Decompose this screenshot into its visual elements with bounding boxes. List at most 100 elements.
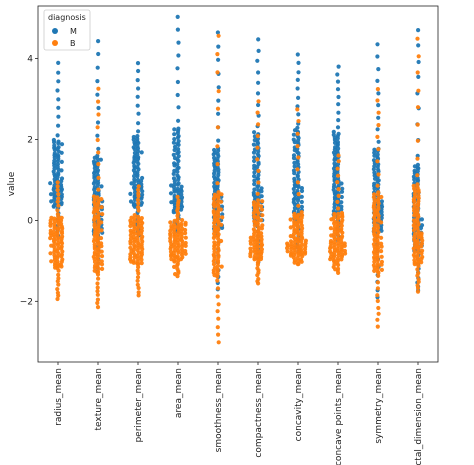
- point-M: [176, 118, 181, 123]
- point-M: [215, 30, 220, 35]
- point-M: [255, 91, 261, 96]
- point-B: [132, 213, 137, 218]
- point-B: [99, 254, 105, 259]
- point-B: [411, 228, 417, 233]
- point-B: [55, 279, 60, 284]
- point-M: [212, 158, 217, 163]
- point-B: [99, 228, 104, 233]
- point-M: [59, 168, 64, 173]
- point-B: [139, 261, 144, 266]
- point-M: [299, 199, 304, 205]
- point-B: [335, 216, 341, 221]
- point-B: [419, 260, 424, 265]
- point-B: [379, 244, 384, 249]
- point-B: [299, 259, 304, 264]
- point-M: [129, 181, 134, 186]
- point-B: [416, 54, 421, 59]
- point-B: [329, 233, 334, 238]
- point-M: [59, 159, 64, 164]
- point-B: [299, 210, 304, 215]
- point-B: [99, 249, 104, 254]
- point-B: [339, 236, 344, 241]
- point-M: [96, 51, 101, 57]
- point-B: [98, 236, 104, 241]
- point-B: [59, 241, 65, 246]
- point-M: [336, 118, 341, 123]
- point-B: [256, 198, 261, 203]
- point-M: [175, 135, 181, 140]
- point-B: [412, 199, 417, 204]
- point-B: [128, 241, 133, 246]
- point-B: [53, 265, 58, 270]
- point-M: [295, 104, 300, 109]
- point-B: [328, 257, 333, 262]
- point-M: [92, 155, 97, 160]
- point-B: [333, 267, 338, 272]
- point-M: [91, 181, 96, 186]
- point-B: [285, 249, 290, 254]
- data-points: [48, 14, 425, 345]
- point-M: [299, 188, 305, 194]
- point-B: [416, 279, 421, 284]
- point-B: [211, 259, 216, 264]
- point-B: [215, 260, 221, 265]
- point-M: [252, 170, 257, 175]
- point-B: [216, 236, 221, 241]
- point-M: [339, 181, 344, 186]
- point-M: [256, 188, 261, 193]
- point-B: [339, 257, 344, 262]
- point-B: [55, 287, 60, 292]
- point-M: [136, 68, 141, 74]
- point-B: [216, 255, 221, 260]
- point-B: [175, 245, 181, 250]
- point-B: [99, 259, 104, 264]
- point-B: [60, 249, 65, 254]
- point-B: [169, 254, 174, 259]
- point-B: [328, 246, 333, 251]
- point-B: [183, 240, 188, 246]
- point-M: [339, 200, 344, 205]
- point-B: [375, 183, 380, 188]
- point-M: [416, 28, 421, 33]
- point-B: [372, 265, 377, 270]
- point-B: [299, 231, 304, 236]
- point-B: [375, 87, 380, 92]
- point-B: [296, 192, 301, 197]
- point-B: [372, 233, 377, 238]
- point-B: [95, 297, 100, 302]
- point-M: [375, 42, 380, 47]
- point-B: [299, 215, 304, 220]
- point-M: [176, 177, 181, 182]
- point-B: [48, 236, 53, 241]
- point-M: [418, 225, 424, 231]
- point-B: [419, 251, 424, 256]
- point-B: [99, 244, 104, 249]
- point-B: [259, 207, 265, 212]
- point-B: [173, 272, 178, 277]
- point-B: [92, 226, 98, 231]
- point-B: [136, 285, 141, 291]
- point-M: [252, 187, 257, 192]
- point-M: [172, 163, 177, 168]
- point-M: [139, 196, 144, 201]
- point-M: [56, 60, 61, 65]
- point-M: [256, 176, 261, 181]
- point-B: [48, 251, 53, 256]
- point-M: [296, 60, 301, 65]
- point-B: [128, 245, 133, 250]
- point-B: [91, 194, 97, 199]
- point-B: [416, 247, 421, 252]
- point-M: [372, 153, 377, 158]
- point-B: [178, 257, 184, 262]
- point-B: [256, 99, 261, 104]
- point-M: [292, 164, 297, 169]
- point-B: [95, 272, 101, 277]
- point-B: [211, 196, 217, 201]
- point-M: [295, 77, 300, 82]
- point-B: [292, 215, 297, 221]
- point-M: [291, 132, 296, 137]
- point-M: [216, 44, 221, 49]
- point-M: [136, 86, 141, 91]
- point-B: [376, 110, 381, 115]
- point-B: [255, 133, 260, 139]
